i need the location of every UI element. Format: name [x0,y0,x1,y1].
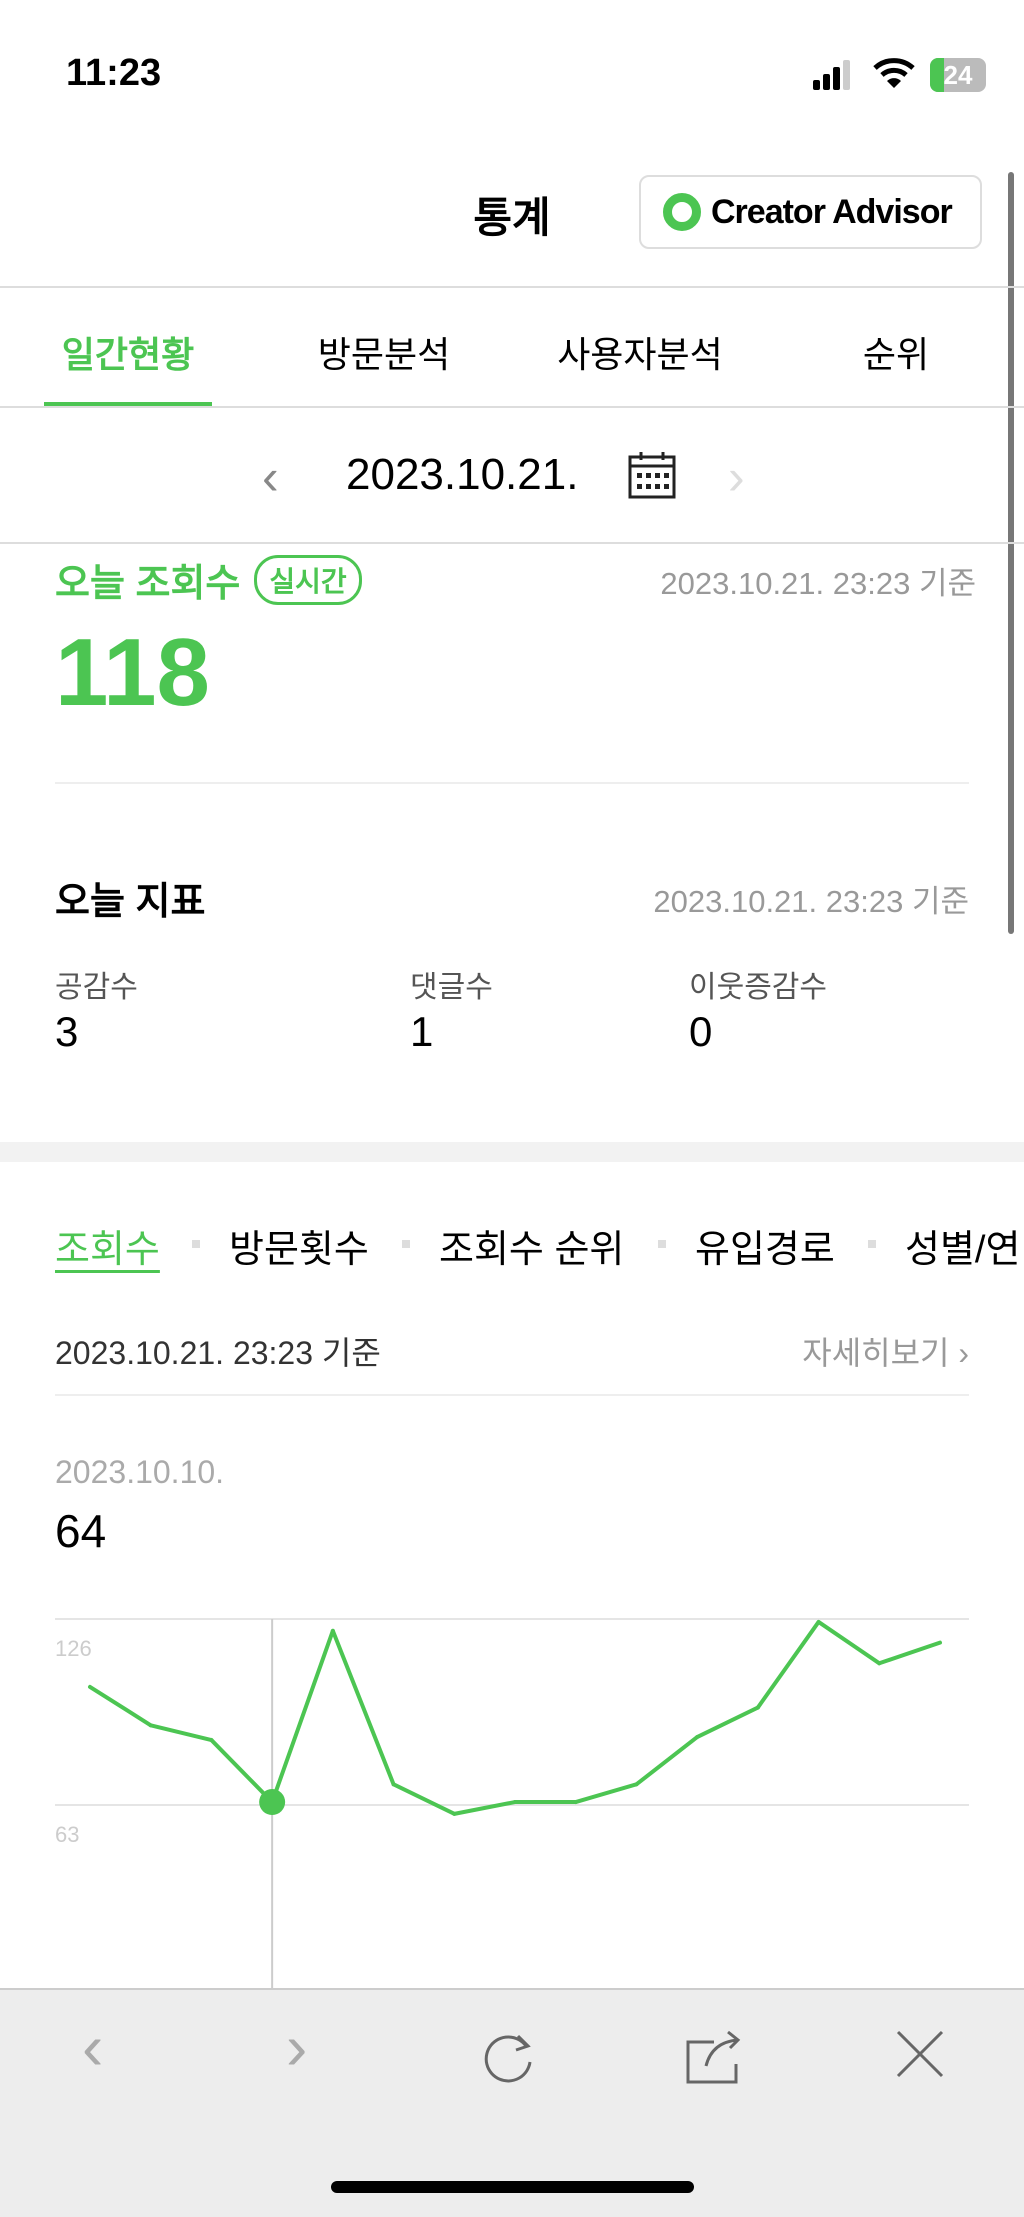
separator-dot [192,1240,200,1248]
chart-basis: 2023.10.21. 23:23 기준 [55,1335,381,1371]
line-segment [573,1782,639,1805]
subtab-visits[interactable]: 방문횟수 [229,1229,369,1271]
tab-daily[interactable]: 일간현황 [61,334,195,375]
today-views-title: 오늘 조회수 [55,563,241,605]
wifi-icon [873,56,915,96]
line-segment [88,1684,153,1728]
battery-icon: 24 [930,58,986,92]
metric-label-likes: 공감수 [55,971,138,1004]
scrollbar[interactable] [1008,172,1014,934]
y-tick-label: 63 [55,1822,79,1847]
battery-level: 24 [943,60,973,90]
signal-icon [813,60,851,90]
selected-date: 2023.10.10. [55,1454,225,1490]
line-segment [634,1735,700,1787]
metric-value-comments: 1 [410,1008,434,1055]
realtime-badge: 실시간 [254,554,362,605]
selected-point [259,1789,286,1816]
line-segment [209,1738,275,1805]
chevron-right-icon: › [958,1335,969,1371]
today-metrics-basis: 2023.10.21. 23:23 기준 [653,884,969,919]
line-segment [270,1628,335,1805]
line-segment [148,1723,214,1743]
creator-advisor-button[interactable]: Creator Advisor [639,175,982,249]
divider [55,1394,969,1396]
subtab-views-rank[interactable]: 조회수 순위 [439,1229,625,1271]
detail-link-label: 자세히보기 [802,1335,950,1371]
divider [55,782,969,784]
close-icon[interactable] [894,2028,946,2085]
creator-advisor-label: Creator Advisor [711,192,953,231]
tab-visit-analysis[interactable]: 방문분석 [317,334,451,375]
metric-value-neighbors: 0 [689,1008,713,1055]
divider [0,406,1024,408]
divider [0,286,1024,288]
creator-advisor-logo-icon [663,193,701,231]
section-separator [0,1142,1024,1162]
subtab-gender-age[interactable]: 성별/연 [905,1229,1021,1271]
views-line-chart[interactable]: 126 63 [0,1560,1024,1988]
metric-label-neighbors: 이웃증감수 [689,971,827,1004]
metric-value-likes: 3 [55,1008,79,1055]
status-time: 11:23 [66,52,162,94]
next-date-icon[interactable]: › [728,449,745,505]
line-segment [877,1640,942,1666]
prev-date-icon[interactable]: ‹ [262,449,279,505]
separator-dot [658,1240,666,1248]
separator-dot [402,1240,410,1248]
separator-dot [868,1240,876,1248]
y-tick-label: 126 [55,1636,92,1661]
reload-icon[interactable] [482,2028,538,2089]
subtab-referrer[interactable]: 유입경로 [695,1229,835,1271]
line-segment [452,1800,517,1816]
current-date: 2023.10.21. [346,450,579,499]
detail-link[interactable]: 자세히보기 › [802,1328,969,1374]
subtab-views[interactable]: 조회수 [55,1229,160,1271]
browser-toolbar [0,1988,1024,2217]
selected-value: 64 [55,1505,107,1557]
tab-ranking[interactable]: 순위 [862,334,930,375]
today-metrics-title: 오늘 지표 [55,881,206,923]
forward-icon[interactable]: › [286,2011,308,2083]
today-views-value: 118 [55,619,210,726]
line-segment [755,1619,821,1710]
line-segment [816,1619,882,1666]
calendar-icon[interactable] [627,450,677,505]
metric-label-comments: 댓글수 [410,971,493,1004]
share-icon[interactable] [684,2028,744,2091]
line-segment [695,1705,760,1740]
tab-user-analysis[interactable]: 사용자분석 [557,334,723,375]
active-tab-indicator [44,402,212,407]
back-icon[interactable]: ‹ [82,2011,104,2083]
today-views-basis: 2023.10.21. 23:23 기준 [660,566,976,601]
line-segment [391,1782,457,1816]
line-segment [330,1628,396,1787]
page-title: 통계 [473,194,551,241]
divider [0,542,1024,544]
home-indicator[interactable] [331,2181,694,2193]
